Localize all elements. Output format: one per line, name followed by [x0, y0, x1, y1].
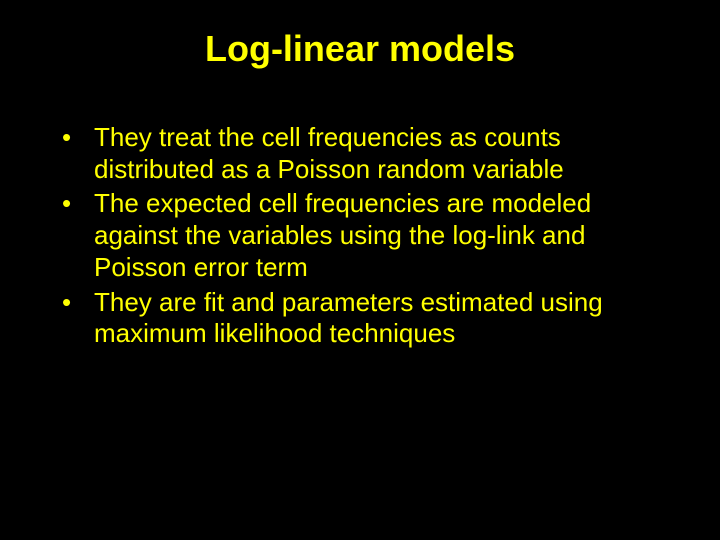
bullet-item: They are fit and parameters estimated us…	[48, 287, 672, 350]
slide-title: Log-linear models	[48, 28, 672, 70]
bullet-item: The expected cell frequencies are modele…	[48, 188, 672, 283]
bullet-item: They treat the cell frequencies as count…	[48, 122, 672, 185]
bullet-list: They treat the cell frequencies as count…	[48, 122, 672, 350]
slide: Log-linear models They treat the cell fr…	[0, 0, 720, 540]
